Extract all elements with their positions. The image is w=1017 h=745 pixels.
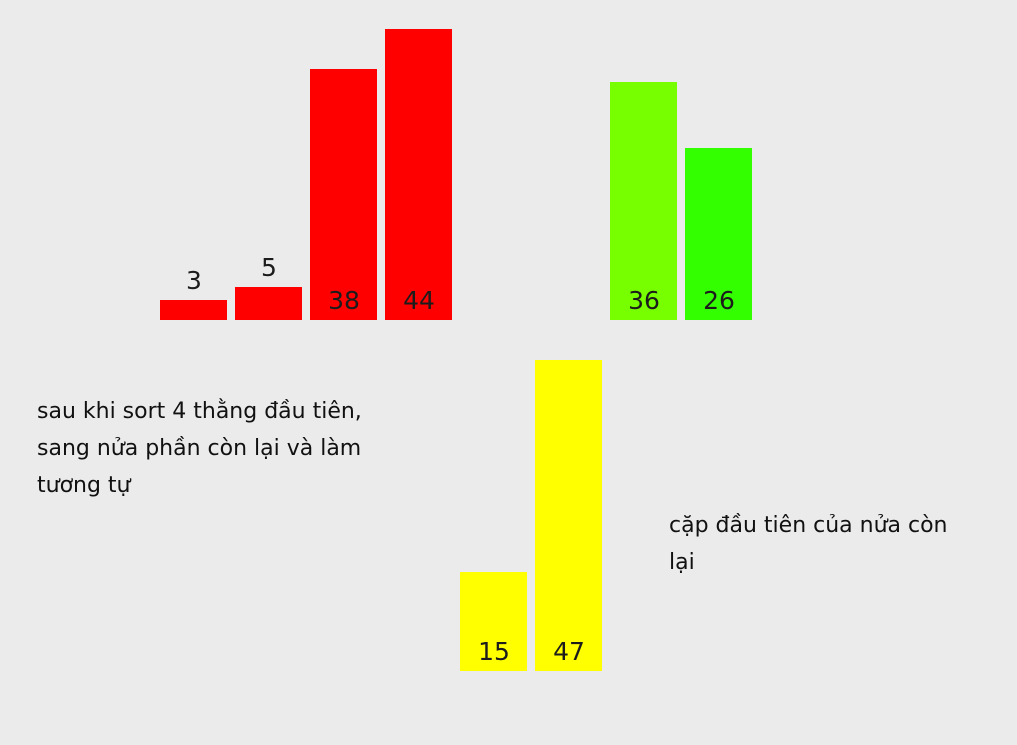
bar-label-red-3: 38	[328, 286, 360, 315]
bar-label-red-1: 3	[186, 266, 202, 295]
note-left-line-3: tương tự	[37, 473, 131, 498]
bar-label-green-2: 26	[703, 286, 735, 315]
bar-yellow-1	[460, 572, 527, 671]
bar-red-2	[235, 287, 302, 320]
bar-green-1	[610, 82, 677, 320]
bar-red-4	[385, 29, 452, 320]
bar-red-3	[310, 69, 377, 320]
bar-red-1	[160, 300, 227, 320]
bar-yellow-2	[535, 360, 602, 671]
bar-label-red-4: 44	[403, 286, 435, 315]
note-right-line-1: cặp đầu tiên của nửa còn	[669, 513, 948, 538]
note-right: cặp đầu tiên của nửa còn lại	[669, 507, 948, 581]
bar-green-2	[685, 148, 752, 320]
bar-label-yellow-1: 15	[478, 637, 510, 666]
bar-label-yellow-2: 47	[553, 637, 585, 666]
note-left: sau khi sort 4 thằng đầu tiên, sang nửa …	[37, 393, 362, 504]
note-right-line-2: lại	[669, 550, 695, 575]
bar-label-green-1: 36	[628, 286, 660, 315]
note-left-line-2: sang nửa phần còn lại và làm	[37, 436, 362, 461]
bar-label-red-2: 5	[261, 253, 277, 282]
note-left-line-1: sau khi sort 4 thằng đầu tiên,	[37, 399, 362, 424]
